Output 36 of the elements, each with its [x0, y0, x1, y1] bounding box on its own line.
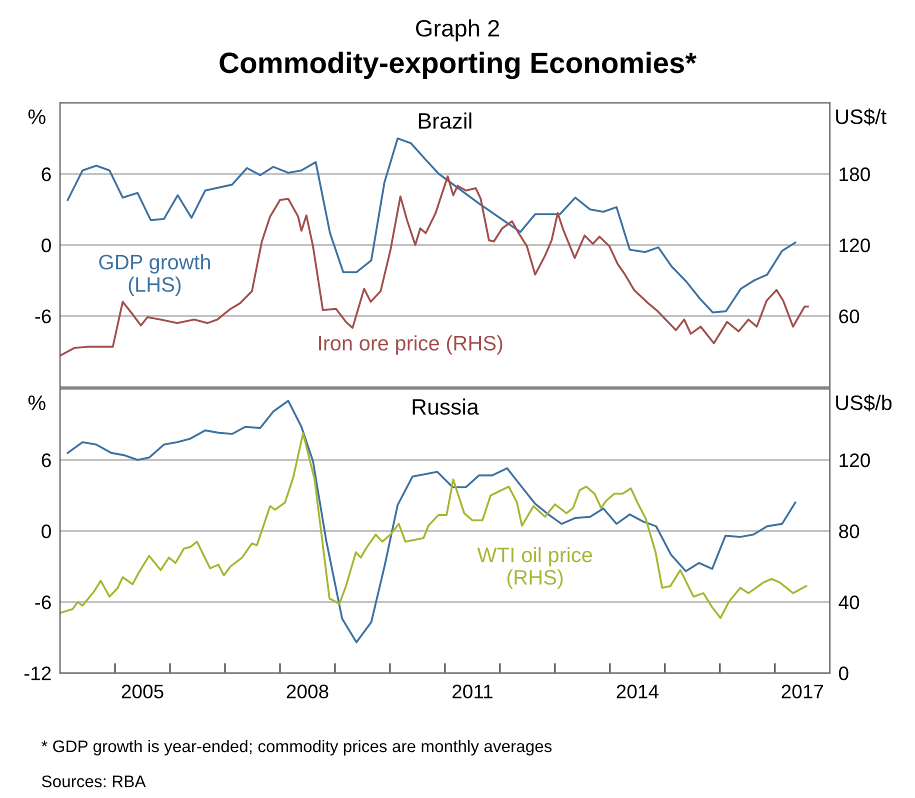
line-series — [60, 432, 808, 619]
y2-tick-label: 180 — [840, 167, 870, 182]
line-series — [60, 175, 809, 356]
y-tick-label: 0 — [42, 524, 51, 538]
y-tick-label: -12 — [24, 666, 51, 680]
y-tick-label: 6 — [42, 167, 51, 182]
y-tick-label: -6 — [35, 309, 51, 324]
y2-tick-label: 60 — [839, 309, 860, 324]
x-tick-label: 2017 — [782, 684, 824, 698]
y2-axis-title: US$/b — [836, 394, 892, 412]
series-label: Iron ore price (RHS) — [319, 335, 502, 355]
y-tick-label: 6 — [42, 453, 51, 468]
x-tick-label: 2005 — [122, 684, 164, 698]
y2-tick-label: 120 — [840, 453, 870, 468]
y-axis-title: % — [28, 110, 46, 124]
y2-tick-label: 0 — [839, 666, 848, 680]
y2-tick-label: 80 — [839, 524, 860, 538]
chart-title: Russia — [412, 398, 479, 415]
y2-tick-label: 40 — [838, 595, 860, 610]
text: * GDP growth is year-ended; commodity prices are monthly averages — [41, 740, 552, 756]
y-axis-title: % — [28, 396, 46, 410]
text: Commodity-exporting Economies* — [220, 52, 697, 80]
series-label: WTI oil price (RHS) — [477, 546, 592, 589]
y2-axis-title: US$/t — [836, 108, 886, 126]
x-tick-label: 2008 — [286, 684, 328, 698]
x-tick-label: 2011 — [452, 684, 492, 698]
y-tick-label: 0 — [42, 238, 51, 252]
y2-tick-label: 120 — [840, 238, 870, 252]
line-series — [66, 137, 796, 314]
series-label: GDP growth (LHS) — [99, 254, 210, 296]
chart-title: Brazil — [419, 112, 472, 129]
y-tick-label: -6 — [35, 595, 51, 610]
line-series — [66, 400, 796, 644]
x-tick-label: 2014 — [616, 684, 658, 698]
caption: Graph 2 — [416, 19, 499, 42]
source-note: Sources: RBA — [42, 776, 146, 788]
